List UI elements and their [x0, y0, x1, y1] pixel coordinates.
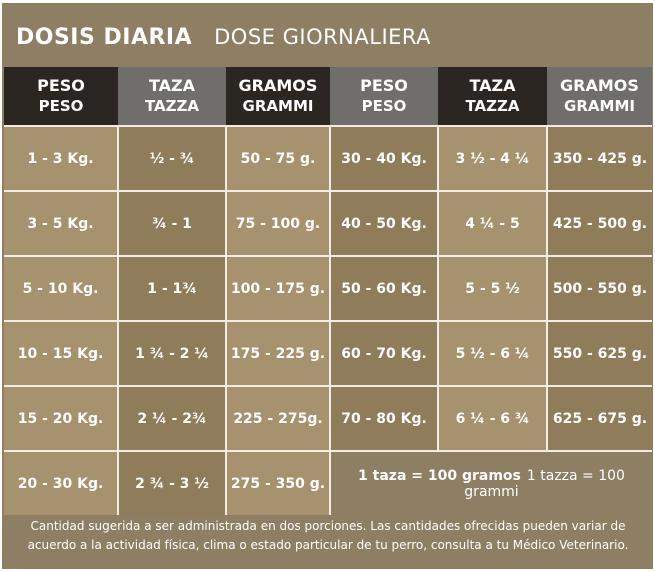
- weight-cell: 10 - 15 Kg.: [4, 320, 119, 386]
- table-row-last: 20 - 30 Kg. 2 ¾ - 3 ½ 275 - 350 g. 1 taz…: [4, 450, 652, 515]
- cup-cell: 3 ½ - 4 ¼: [438, 125, 548, 191]
- cup-cell: 5 ½ - 6 ¼: [438, 320, 548, 386]
- dose-table: PESO PESO TAZA TAZZA GRAMOS GRAMMI PESO PESO…: [4, 67, 652, 515]
- cup-cell: 4 ¼ - 5: [438, 190, 548, 256]
- header-cup: TAZA TAZZA: [118, 67, 226, 126]
- grams-cell: 275 - 350 g.: [226, 450, 331, 515]
- weight-cell: 3 - 5 Kg.: [4, 190, 119, 256]
- note-spanish: 1 taza = 100 gramos: [358, 467, 521, 484]
- header-weight-2: PESO PESO: [330, 67, 438, 126]
- weight-cell: 15 - 20 Kg.: [4, 385, 119, 451]
- grams-cell: 425 - 500 g.: [547, 190, 652, 256]
- header-row: PESO PESO TAZA TAZZA GRAMOS GRAMMI PESO PESO…: [4, 67, 652, 126]
- grams-cell: 350 - 425 g.: [547, 125, 652, 191]
- footer-disclaimer: Cantidad sugerida a ser administrada en …: [27, 519, 629, 552]
- title-spanish: DOSIS DIARIA: [16, 25, 193, 50]
- cup-cell: 5 - 5 ½: [438, 255, 548, 321]
- cup-cell: 1 ¾ - 2 ¼: [118, 320, 227, 386]
- weight-cell: 40 - 50 Kg.: [330, 190, 439, 256]
- dose-card: DOSIS DIARIA DOSE GIORNALIERA PESO PESO TA…: [2, 3, 653, 569]
- grams-cell: 100 - 175 g.: [226, 255, 331, 321]
- header-grams: GRAMOS GRAMMI: [226, 67, 330, 126]
- title-italian: DOSE GIORNALIERA: [214, 25, 432, 49]
- table-row: 15 - 20 Kg. 2 ¼ - 2¾ 225 - 275g. 70 - 80…: [4, 385, 652, 451]
- grams-cell: 50 - 75 g.: [226, 125, 331, 191]
- cup-cell: 6 ¼ - 6 ¾: [438, 385, 548, 451]
- header-grams-2: GRAMOS GRAMMI: [547, 67, 652, 126]
- weight-cell: 5 - 10 Kg.: [4, 255, 119, 321]
- header-weight: PESO PESO: [4, 67, 118, 126]
- weight-cell: 30 - 40 Kg.: [330, 125, 439, 191]
- grams-cell: 625 - 675 g.: [547, 385, 652, 451]
- table-row: 3 - 5 Kg. ¾ - 1 75 - 100 g. 40 - 50 Kg. …: [4, 190, 652, 256]
- cup-cell: ¾ - 1: [118, 190, 227, 256]
- cup-cell: 1 - 1¾: [118, 255, 227, 321]
- weight-cell: 20 - 30 Kg.: [4, 450, 119, 515]
- cup-cell: 2 ¼ - 2¾: [118, 385, 227, 451]
- dose-title: DOSIS DIARIA DOSE GIORNALIERA: [16, 25, 431, 50]
- weight-cell: 1 - 3 Kg.: [4, 125, 119, 191]
- weight-cell: 70 - 80 Kg.: [330, 385, 439, 451]
- table-row: 1 - 3 Kg. ½ - ¾ 50 - 75 g. 30 - 40 Kg. 3…: [4, 125, 652, 191]
- cup-cell: 2 ¾ - 3 ½: [118, 450, 227, 515]
- grams-cell: 225 - 275g.: [226, 385, 331, 451]
- note-italian: 1 tazza = 100 grammi: [464, 467, 625, 500]
- header-cup-2: TAZA TAZZA: [438, 67, 547, 126]
- grams-cell: 550 - 625 g.: [547, 320, 652, 386]
- weight-cell: 60 - 70 Kg.: [330, 320, 439, 386]
- grams-cell: 500 - 550 g.: [547, 255, 652, 321]
- grams-cell: 175 - 225 g.: [226, 320, 331, 386]
- weight-cell: 50 - 60 Kg.: [330, 255, 439, 321]
- table-row: 5 - 10 Kg. 1 - 1¾ 100 - 175 g. 50 - 60 K…: [4, 255, 652, 321]
- cup-equivalence-note: 1 taza = 100 gramos 1 tazza = 100 grammi: [330, 450, 652, 515]
- cup-cell: ½ - ¾: [118, 125, 227, 191]
- grams-cell: 75 - 100 g.: [226, 190, 331, 256]
- table-row: 10 - 15 Kg. 1 ¾ - 2 ¼ 175 - 225 g. 60 - …: [4, 320, 652, 386]
